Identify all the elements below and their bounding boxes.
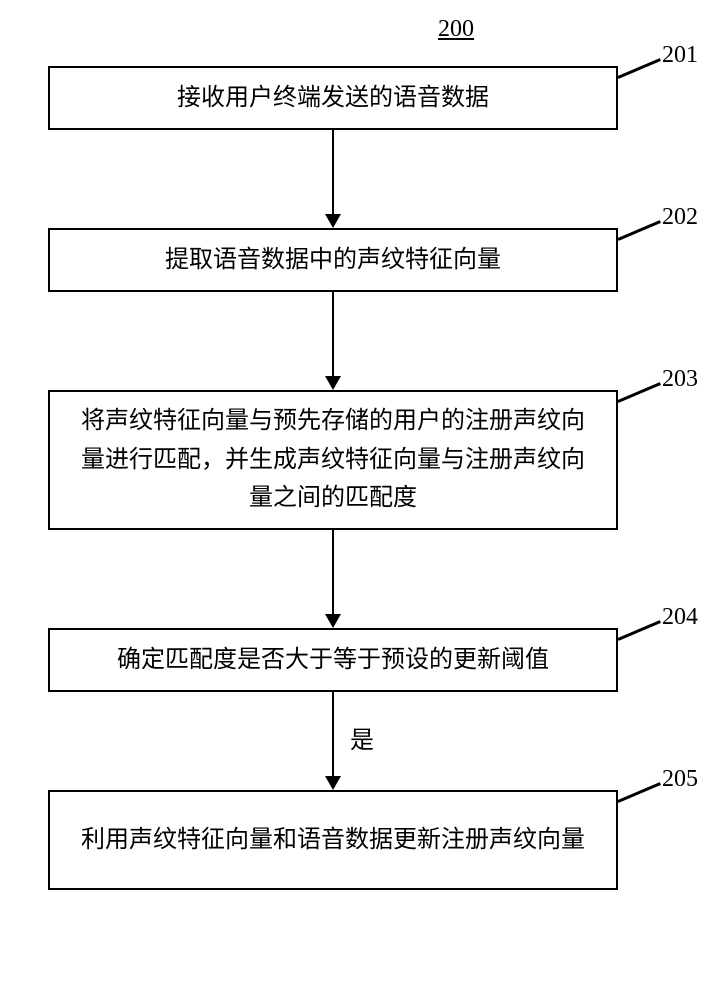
step-label-203: 203	[662, 366, 698, 393]
callout-line	[617, 620, 661, 641]
step-label-201: 201	[662, 42, 698, 69]
step-text: 确定匹配度是否大于等于预设的更新阈值	[117, 641, 549, 679]
callout-line	[617, 58, 661, 79]
step-text: 提取语音数据中的声纹特征向量	[165, 241, 501, 279]
step-text: 接收用户终端发送的语音数据	[177, 79, 489, 117]
flowchart-container: 200 接收用户终端发送的语音数据 201 提取语音数据中的声纹特征向量 202…	[0, 0, 725, 1000]
arrow-head-icon	[325, 776, 341, 790]
step-box-205: 利用声纹特征向量和语音数据更新注册声纹向量	[48, 790, 618, 890]
step-label-204: 204	[662, 604, 698, 631]
arrow-head-icon	[325, 214, 341, 228]
step-box-204: 确定匹配度是否大于等于预设的更新阈值	[48, 628, 618, 692]
arrow	[332, 292, 334, 378]
figure-number: 200	[438, 16, 474, 43]
edge-label-yes: 是	[350, 720, 374, 755]
arrow	[332, 692, 334, 778]
callout-line	[617, 220, 661, 241]
arrow-head-icon	[325, 376, 341, 390]
arrow	[332, 530, 334, 616]
callout-line	[617, 382, 661, 403]
arrow	[332, 130, 334, 216]
step-label-205: 205	[662, 766, 698, 793]
arrow-head-icon	[325, 614, 341, 628]
callout-line	[617, 782, 661, 803]
step-box-201: 接收用户终端发送的语音数据	[48, 66, 618, 130]
step-box-203: 将声纹特征向量与预先存储的用户的注册声纹向量进行匹配，并生成声纹特征向量与注册声…	[48, 390, 618, 530]
step-text: 利用声纹特征向量和语音数据更新注册声纹向量	[81, 821, 585, 859]
step-box-202: 提取语音数据中的声纹特征向量	[48, 228, 618, 292]
step-text: 将声纹特征向量与预先存储的用户的注册声纹向量进行匹配，并生成声纹特征向量与注册声…	[70, 402, 596, 517]
step-label-202: 202	[662, 204, 698, 231]
